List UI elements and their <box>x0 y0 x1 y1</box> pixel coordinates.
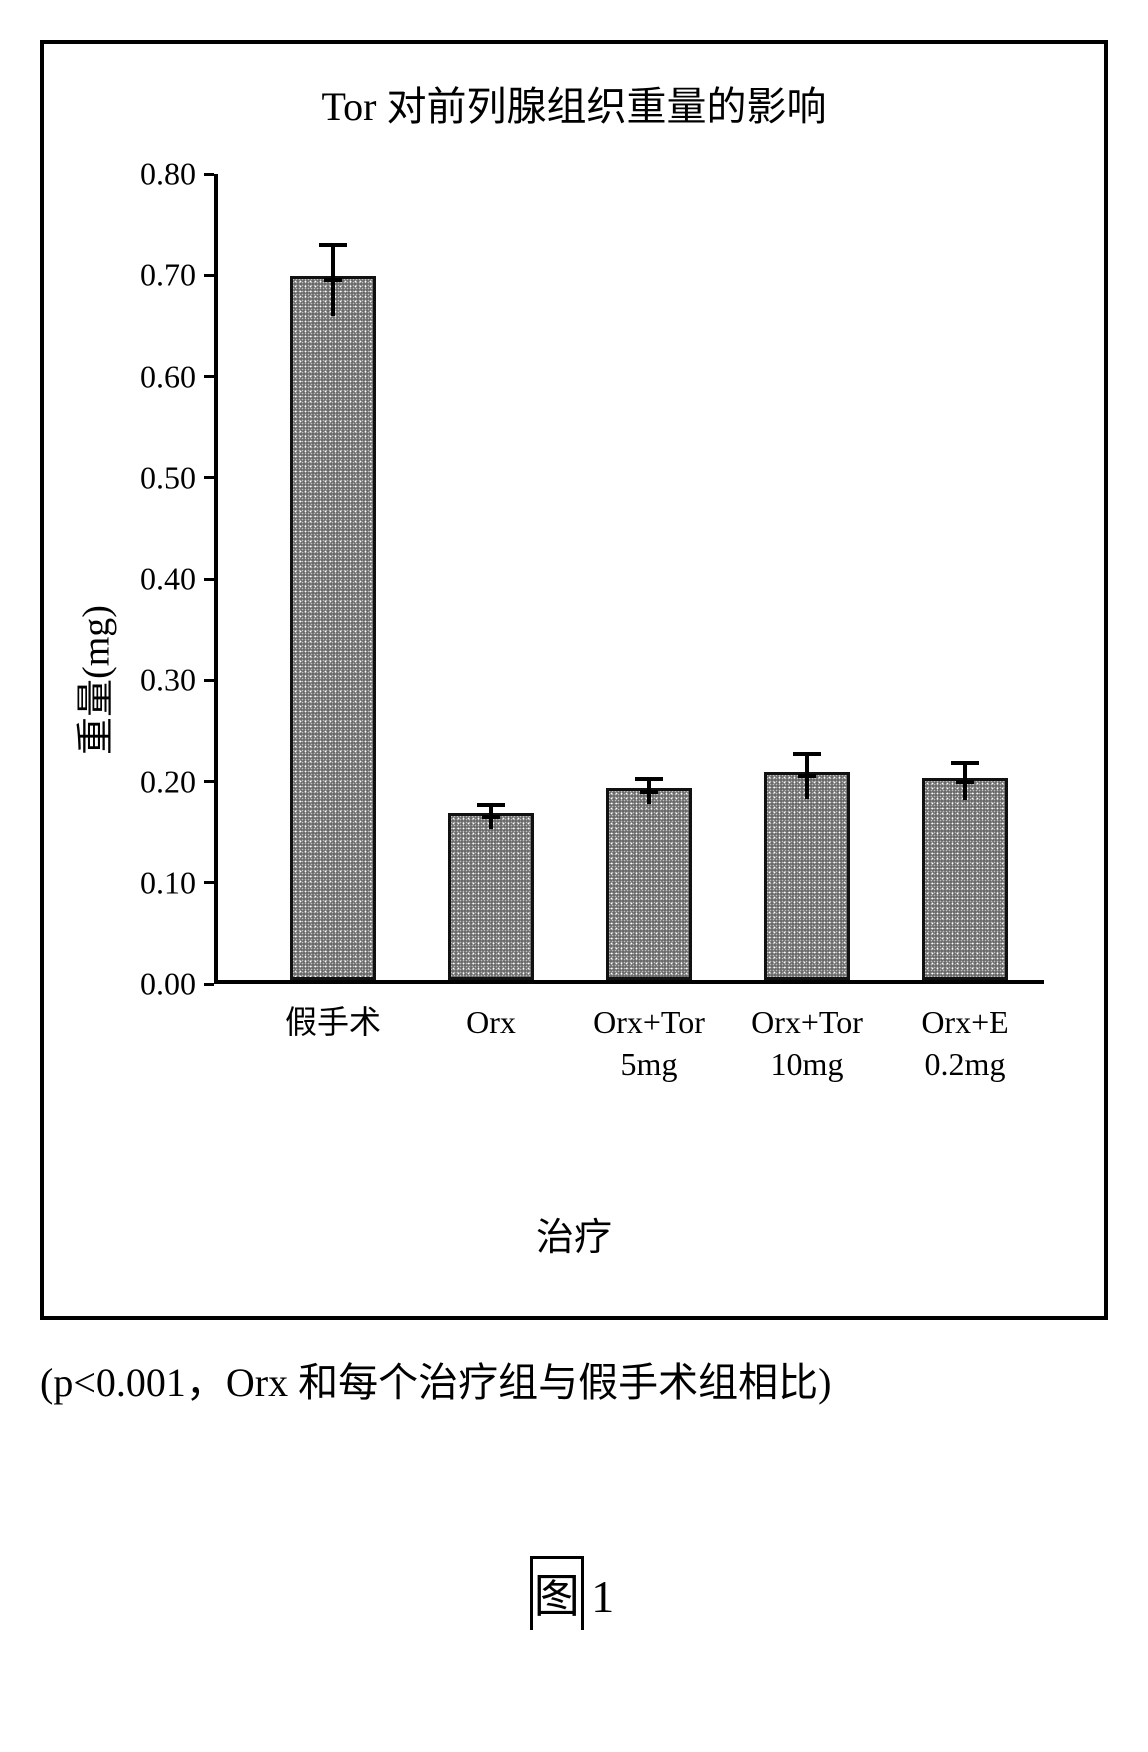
x-category-label: Orx <box>466 1002 516 1044</box>
error-cap-mid <box>798 774 816 778</box>
y-tick-label: 0.40 <box>76 561 196 598</box>
figure-label-number: 1 <box>580 1571 615 1622</box>
plot-area: 0.000.100.200.300.400.500.600.700.80假手术O… <box>214 174 1044 984</box>
caption-text: (p<0.001，Orx 和每个治疗组与假手术组相比) <box>40 1350 831 1408</box>
bar <box>922 778 1009 981</box>
chart-title: Tor 对前列腺组织重量的影响 <box>44 74 1104 132</box>
x-category-label: 假手术 <box>285 1002 381 1044</box>
y-tick-label: 0.20 <box>76 763 196 800</box>
error-cap-mid <box>324 278 342 282</box>
y-tick-label: 0.30 <box>76 662 196 699</box>
y-tick-label: 0.50 <box>76 459 196 496</box>
bar <box>448 813 535 980</box>
error-cap-top <box>319 243 347 247</box>
y-tick <box>204 173 214 176</box>
y-tick-label: 0.80 <box>76 156 196 193</box>
x-category-label: Orx+Tor 5mg <box>593 1002 705 1085</box>
chart-frame: Tor 对前列腺组织重量的影响 重量(mg) 0.000.100.200.300… <box>40 40 1108 1320</box>
x-category-label: Orx+Tor 10mg <box>751 1002 863 1085</box>
box-top <box>530 1556 584 1559</box>
x-axis-line <box>214 980 1044 984</box>
error-cap-top <box>635 777 663 781</box>
figure-label-boxed-text: 图 <box>534 1571 580 1622</box>
y-tick-label: 0.10 <box>76 864 196 901</box>
error-cap-top <box>477 803 505 807</box>
y-tick <box>204 881 214 884</box>
error-cap-mid <box>640 790 658 794</box>
bar <box>764 772 851 980</box>
x-category-label: Orx+E 0.2mg <box>921 1002 1008 1085</box>
figure-label: 图 1 <box>0 1560 1148 1626</box>
y-tick <box>204 679 214 682</box>
y-tick-label: 0.70 <box>76 257 196 294</box>
figure-label-boxed: 图 <box>534 1560 580 1626</box>
y-tick <box>204 274 214 277</box>
y-tick-label: 0.00 <box>76 966 196 1003</box>
bar <box>606 788 693 980</box>
error-cap-top <box>951 761 979 765</box>
y-tick <box>204 375 214 378</box>
bar <box>290 276 377 980</box>
y-tick <box>204 780 214 783</box>
y-tick-label: 0.60 <box>76 358 196 395</box>
error-cap-mid <box>482 815 500 819</box>
x-axis-title: 治疗 <box>44 1206 1104 1261</box>
error-cap-mid <box>956 780 974 784</box>
y-tick <box>204 578 214 581</box>
y-tick <box>204 983 214 986</box>
box-left <box>530 1556 533 1630</box>
y-tick <box>204 476 214 479</box>
error-cap-top <box>793 752 821 756</box>
box-right <box>581 1556 584 1630</box>
y-axis-line <box>214 174 218 984</box>
